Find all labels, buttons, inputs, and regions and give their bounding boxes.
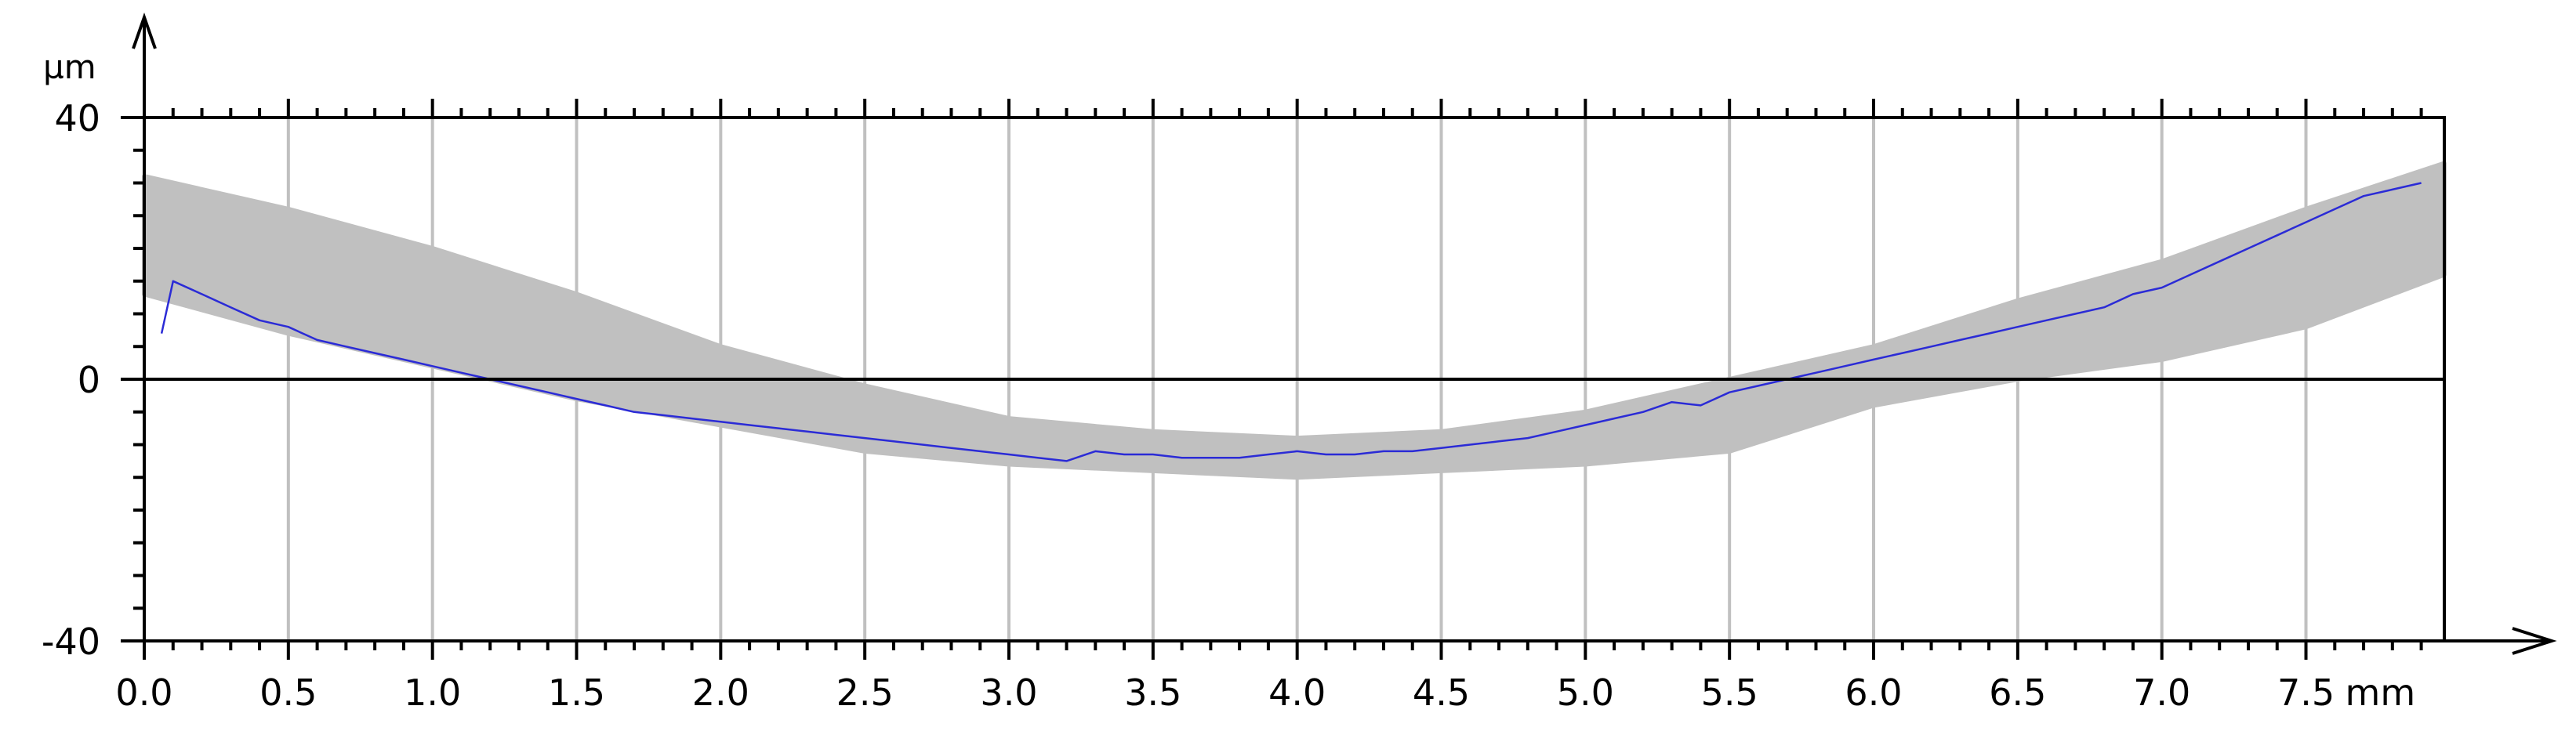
x-tick-label-10: 5.0 [1557, 671, 1614, 714]
x-tick-label-0: 0.0 [115, 671, 172, 714]
y-axis-arrowhead-icon [132, 12, 157, 49]
tick-marks [121, 99, 2423, 660]
x-axis-arrowhead-icon [2512, 627, 2557, 655]
x-tick-label-2: 1.0 [404, 671, 461, 714]
y-tick-label-2: -40 [42, 621, 100, 663]
y-tick-label-0: 40 [54, 97, 100, 139]
x-tick-label-15: 7.5 [2277, 671, 2335, 714]
measurement-band [142, 161, 2447, 480]
tick-labels: 0.0 0.5 1.0 1.5 2.0 2.5 3.0 3.5 4.0 4.5 5.0 5.5 6.0 6… [42, 97, 2335, 714]
x-tick-label-4: 2.0 [692, 671, 749, 714]
x-tick-label-5: 2.5 [836, 671, 894, 714]
x-tick-label-3: 1.5 [548, 671, 605, 714]
x-tick-label-13: 6.5 [1989, 671, 2046, 714]
x-axis-unit-label: mm [2346, 671, 2416, 714]
x-tick-label-8: 4.0 [1268, 671, 1326, 714]
series-layer [160, 182, 2422, 462]
x-tick-label-1: 0.5 [259, 671, 317, 714]
x-tick-label-11: 5.5 [1701, 671, 1758, 714]
measurement-band-area [142, 161, 2447, 480]
y-axis-unit-label: µm [43, 48, 96, 86]
x-tick-label-14: 7.0 [2133, 671, 2190, 714]
x-tick-label-7: 3.5 [1124, 671, 1181, 714]
y-tick-label-1: 0 [78, 359, 100, 401]
x-tick-label-6: 3.0 [980, 671, 1037, 714]
axes [121, 12, 2557, 660]
profile-series-line-0 [160, 182, 2422, 462]
x-tick-label-9: 4.5 [1413, 671, 1470, 714]
x-tick-label-12: 6.0 [1845, 671, 1902, 714]
